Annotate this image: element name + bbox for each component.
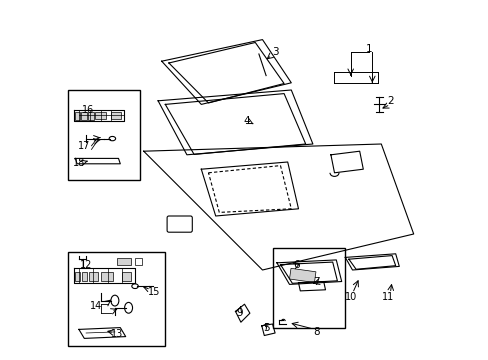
- Text: 3: 3: [271, 47, 278, 57]
- Ellipse shape: [111, 295, 119, 306]
- Bar: [101, 272, 113, 281]
- Text: 16: 16: [81, 105, 94, 115]
- Text: 12: 12: [80, 260, 92, 270]
- Text: 13: 13: [110, 329, 122, 339]
- Ellipse shape: [124, 302, 132, 313]
- Bar: [75, 112, 80, 120]
- Text: 10: 10: [344, 292, 356, 302]
- Text: 9: 9: [236, 308, 243, 318]
- Bar: [273, 248, 345, 328]
- Bar: [122, 272, 131, 281]
- Text: 11: 11: [382, 292, 394, 302]
- Bar: [88, 112, 94, 120]
- FancyBboxPatch shape: [167, 216, 192, 232]
- Text: 14: 14: [90, 301, 102, 311]
- Text: 15: 15: [147, 287, 160, 297]
- Ellipse shape: [109, 136, 115, 141]
- Bar: [289, 268, 315, 283]
- Bar: [95, 112, 106, 119]
- Ellipse shape: [132, 284, 138, 289]
- Text: 6: 6: [293, 260, 300, 270]
- Text: 4: 4: [243, 116, 249, 126]
- Bar: [89, 272, 98, 281]
- Bar: [81, 272, 87, 281]
- Bar: [68, 252, 165, 346]
- Bar: [68, 90, 140, 180]
- Bar: [117, 258, 131, 265]
- Bar: [81, 112, 87, 120]
- Text: 17: 17: [78, 141, 90, 151]
- Text: 2: 2: [386, 96, 393, 106]
- Text: 18: 18: [73, 158, 85, 168]
- Text: 5: 5: [263, 323, 269, 333]
- Bar: [134, 258, 142, 265]
- Bar: [110, 112, 121, 119]
- Bar: [75, 272, 80, 281]
- Text: 7: 7: [312, 276, 319, 287]
- Text: 8: 8: [312, 327, 319, 337]
- Text: 1: 1: [365, 44, 371, 54]
